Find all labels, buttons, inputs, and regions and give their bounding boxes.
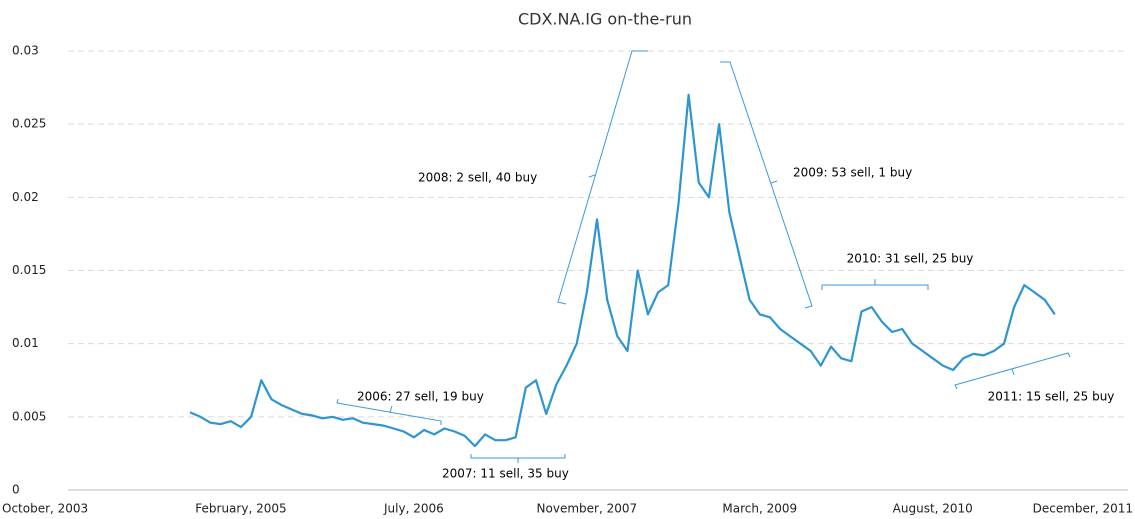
x-tick-label: October, 2003 [2,502,88,516]
y-tick-label: 0.025 [12,117,46,131]
x-tick-label: August, 2010 [893,502,973,516]
bracket [954,352,1071,390]
bracket [336,398,442,425]
bracket [588,174,596,178]
annotation: 2011: 15 sell, 25 buy [988,390,1115,404]
y-tick-label: 0.02 [12,190,39,204]
bracket [1011,368,1015,376]
bracket [821,284,929,290]
y-tick-label: 0.015 [12,263,46,277]
annotation: 2009: 53 sell, 1 buy [793,166,912,180]
x-tick-label: February, 2005 [195,502,286,516]
bracket [389,405,393,413]
bracket [720,61,813,309]
annotation: 2007: 11 sell, 35 buy [442,467,569,481]
y-tick-label: 0.005 [12,409,46,423]
brackets [336,50,1071,463]
data-line [189,93,1056,448]
x-tick-label: December, 2011 [1033,502,1133,516]
y-tick-label: 0.01 [12,336,39,350]
chart-title: CDX.NA.IG on-the-run [518,10,692,29]
bracket [557,50,648,305]
x-tick-label: July, 2006 [383,502,444,516]
y-tick-label: 0 [12,483,20,497]
x-tick-label: March, 2009 [722,502,797,516]
bracket [770,180,778,184]
annotation: 2006: 27 sell, 19 buy [357,390,484,404]
annotation: 2010: 31 sell, 25 buy [847,252,974,266]
annotation: 2008: 2 sell, 40 buy [418,171,537,185]
x-tick-label: November, 2007 [537,502,638,516]
bracket [470,454,566,459]
y-tick-label: 0.03 [12,44,39,58]
